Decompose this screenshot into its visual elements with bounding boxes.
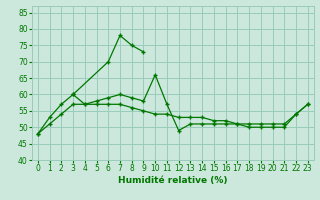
X-axis label: Humidité relative (%): Humidité relative (%) [118, 176, 228, 185]
